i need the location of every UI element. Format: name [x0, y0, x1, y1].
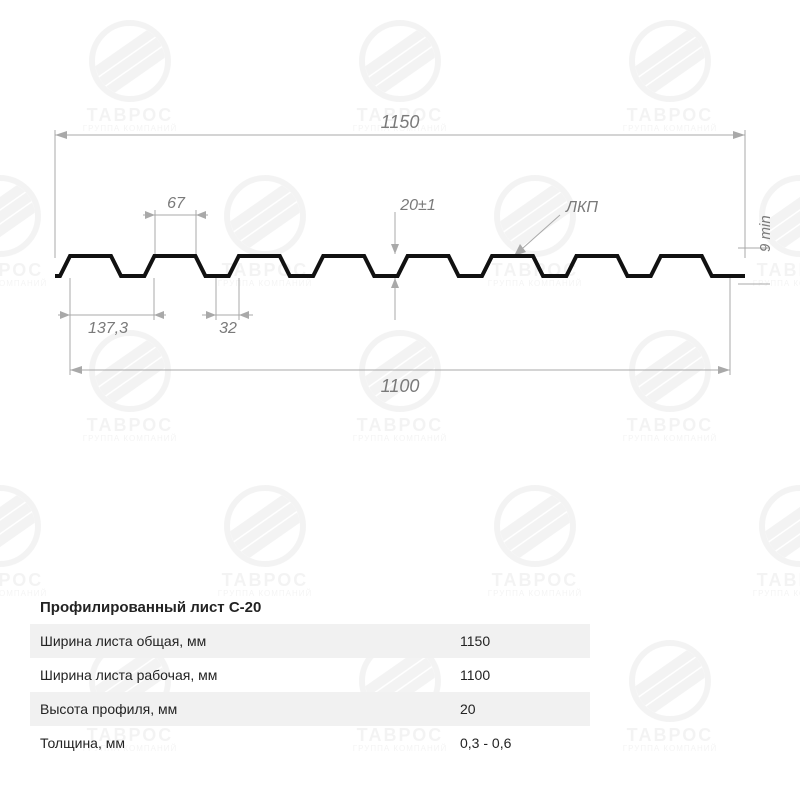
- dim-ridge-width: 67: [167, 195, 186, 212]
- table-row-value: 20: [460, 701, 580, 717]
- table-row-label: Ширина листа общая, мм: [40, 633, 460, 649]
- dim-top-width: 1150: [381, 112, 420, 132]
- table-row: Высота профиля, мм20: [30, 692, 590, 726]
- table-row-label: Толщина, мм: [40, 735, 460, 751]
- dim-overlap: 9 min: [757, 215, 774, 252]
- table-row: Ширина листа общая, мм1150: [30, 624, 590, 658]
- dim-bottom-width: 1100: [381, 376, 420, 396]
- table-row-value: 1100: [460, 667, 580, 683]
- table-row-label: Высота профиля, мм: [40, 701, 460, 717]
- table-row-label: Ширина листа рабочая, мм: [40, 667, 460, 683]
- spec-table: Профилированный лист С-20 Ширина листа о…: [30, 591, 590, 760]
- dim-valley-width: 32: [219, 320, 237, 337]
- dim-height: 20±1: [399, 197, 435, 214]
- label-coating: ЛКП: [565, 199, 598, 216]
- table-row-value: 1150: [460, 633, 580, 649]
- dim-pitch: 137,3: [88, 320, 128, 337]
- profile-path: [55, 256, 745, 276]
- table-row-value: 0,3 - 0,6: [460, 735, 580, 751]
- profile-diagram: 1150 1100 67 137,3 32 20±1 ЛКП 9 min: [0, 0, 800, 480]
- spec-table-title: Профилированный лист С-20: [30, 591, 590, 624]
- table-row: Толщина, мм0,3 - 0,6: [30, 726, 590, 760]
- table-row: Ширина листа рабочая, мм1100: [30, 658, 590, 692]
